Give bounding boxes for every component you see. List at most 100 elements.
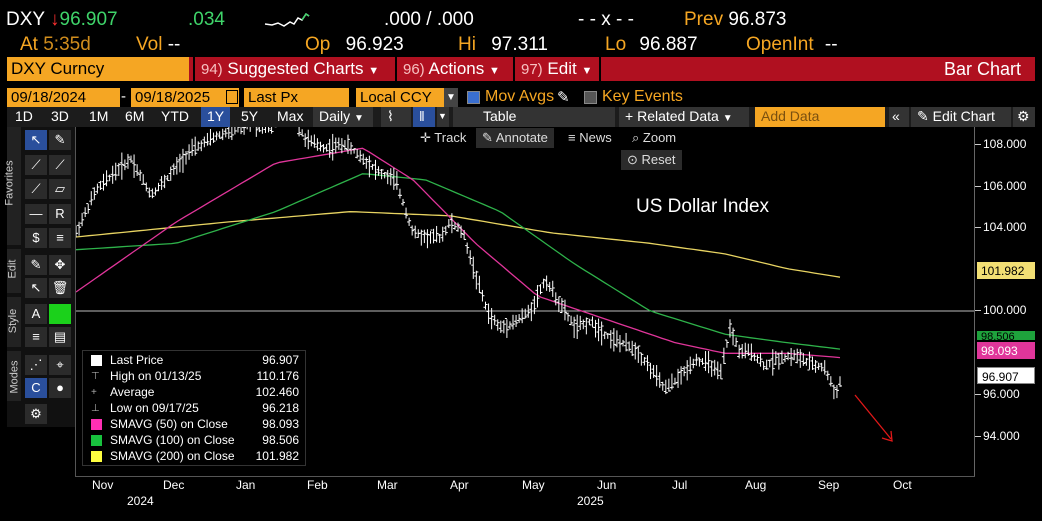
frequency-select[interactable]: Daily ▼ xyxy=(313,107,373,127)
reset-icon: ⊙ xyxy=(627,152,638,167)
brush-icon[interactable]: ✎ xyxy=(25,255,47,275)
retracement-icon[interactable]: R xyxy=(49,204,71,224)
crosshair-mode-icon[interactable]: C xyxy=(25,378,47,398)
color-swatch-icon[interactable] xyxy=(49,304,71,324)
price-bar xyxy=(703,351,708,371)
period-3d[interactable]: 3D xyxy=(51,108,69,124)
bar-chart-icon[interactable]: ‖ xyxy=(413,107,435,127)
price-bar xyxy=(495,319,500,331)
price-bar xyxy=(599,321,604,346)
open-value: 96.923 xyxy=(345,34,404,55)
pencil-icon[interactable]: ✎ xyxy=(557,89,570,106)
line-style-icon[interactable]: ▤ xyxy=(49,327,71,347)
price-bar xyxy=(385,169,390,185)
segment-icon[interactable]: ⟋ xyxy=(25,179,47,199)
price-tick: 94.000 xyxy=(983,429,1020,443)
price-bar xyxy=(731,327,736,346)
table-button[interactable]: Table xyxy=(453,107,615,127)
chevron-down-icon[interactable]: ▼ xyxy=(437,107,449,127)
ray-icon[interactable]: ⟋ xyxy=(49,155,71,175)
horizontal-line-icon[interactable]: — xyxy=(25,204,47,224)
actions-button[interactable]: 96) Actions ▼ xyxy=(395,57,511,81)
style-tab[interactable]: Style xyxy=(7,297,21,347)
line-weight-icon[interactable]: ≡ xyxy=(25,327,47,347)
price-chart[interactable] xyxy=(76,127,974,476)
key-events-checkbox[interactable] xyxy=(584,91,597,104)
price-bar xyxy=(596,318,601,342)
channel-icon[interactable]: ▱ xyxy=(49,179,71,199)
vol-value: -- xyxy=(167,34,181,55)
chart-area[interactable] xyxy=(75,127,975,476)
price-bar xyxy=(336,137,341,150)
related-data-button[interactable]: + Related Data ▼ xyxy=(619,107,749,127)
multi-color-icon[interactable]: ● xyxy=(49,378,71,398)
openint-value: -- xyxy=(824,34,838,55)
track-button[interactable]: ✛ Track xyxy=(414,128,472,148)
select-icon[interactable]: ↖ xyxy=(25,278,47,298)
collapse-icon[interactable]: « xyxy=(889,107,909,127)
list-icon[interactable]: ≡ xyxy=(49,228,71,248)
period-5y[interactable]: 5Y xyxy=(241,108,259,124)
price-bar xyxy=(312,134,317,148)
edit-button[interactable]: 97) Edit ▼ xyxy=(513,57,599,81)
legend-row-ma50: SMAVG (50) on Close 98.093 xyxy=(91,417,305,433)
price-bar xyxy=(682,366,687,377)
tick-mark xyxy=(975,186,981,187)
month-label: Nov xyxy=(92,478,114,492)
annotate-button[interactable]: ✎ Annotate xyxy=(476,128,554,148)
period-ytd[interactable]: YTD xyxy=(161,108,189,124)
modes-tab[interactable]: Modes xyxy=(7,351,21,401)
key-events-label[interactable]: Key Events xyxy=(602,88,683,105)
favorites-tab[interactable]: Favorites xyxy=(4,127,21,245)
snap-icon[interactable]: ⌖ xyxy=(49,355,71,375)
end-date-field[interactable]: 09/18/2025 xyxy=(131,88,239,107)
price-bar xyxy=(709,360,714,377)
edit-tab[interactable]: Edit xyxy=(6,249,21,293)
trendline-icon[interactable]: ⟋ xyxy=(25,155,47,175)
legend-label: Low on 09/17/25 xyxy=(110,401,199,415)
price-bar xyxy=(422,229,427,244)
line-chart-icon[interactable]: ⌇ xyxy=(381,107,411,127)
move-icon[interactable]: ✥ xyxy=(49,255,71,275)
price-axis[interactable]: 108.000 106.000 104.000 100.000 96.000 9… xyxy=(975,127,1042,476)
price-bar xyxy=(624,332,629,352)
start-date-field[interactable]: 09/18/2024 xyxy=(7,88,120,107)
gear-icon[interactable]: ⚙ xyxy=(1013,107,1035,127)
suggested-charts-button[interactable]: 94) Suggested Charts ▼ xyxy=(193,57,393,81)
price-bar xyxy=(810,356,815,370)
down-arrow-icon: ↓ xyxy=(50,9,60,30)
currency-select[interactable]: Local CCY xyxy=(356,88,444,107)
period-1y[interactable]: 1Y xyxy=(201,107,231,127)
period-6m[interactable]: 6M xyxy=(125,108,145,124)
security-field[interactable]: DXY Curncy xyxy=(7,57,189,81)
month-label: Aug xyxy=(745,478,767,492)
settings-gear-icon[interactable]: ⚙ xyxy=(25,404,47,424)
add-data-input[interactable]: Add Data xyxy=(755,107,885,127)
month-label: Jan xyxy=(236,478,256,492)
mov-avgs-checkbox[interactable] xyxy=(467,91,480,104)
price-bar xyxy=(404,207,409,219)
text-icon[interactable]: A xyxy=(25,304,47,324)
price-bar xyxy=(507,321,512,330)
period-1d[interactable]: 1D xyxy=(15,108,33,124)
cursor-icon[interactable]: ↖ xyxy=(25,130,47,150)
mov-avgs-label[interactable]: Mov Avgs xyxy=(485,88,555,105)
period-1m[interactable]: 1M xyxy=(89,108,109,124)
zoom-button[interactable]: ⌕ Zoom xyxy=(626,128,682,148)
price-field-select[interactable]: Last Px xyxy=(244,88,349,107)
legend-label: SMAVG (100) on Close xyxy=(110,433,235,447)
chevron-down-icon[interactable]: ▼ xyxy=(444,88,458,107)
price-bar xyxy=(268,127,271,133)
price-marker-icon[interactable]: $ xyxy=(25,228,47,248)
trash-icon[interactable]: 🗑 xyxy=(49,278,71,298)
edit-chart-button[interactable]: ✎ Edit Chart xyxy=(911,107,1011,127)
price-bar xyxy=(838,376,842,387)
news-button[interactable]: ≡ News xyxy=(562,128,618,148)
price-bar xyxy=(581,319,586,330)
pen-icon[interactable]: ✎ xyxy=(49,130,71,150)
period-max[interactable]: Max xyxy=(277,108,304,124)
calendar-icon[interactable] xyxy=(226,90,238,104)
dotted-line-icon[interactable]: ⋰ xyxy=(25,355,47,375)
price-bar xyxy=(483,301,488,310)
reset-button[interactable]: ⊙ Reset xyxy=(621,150,682,170)
